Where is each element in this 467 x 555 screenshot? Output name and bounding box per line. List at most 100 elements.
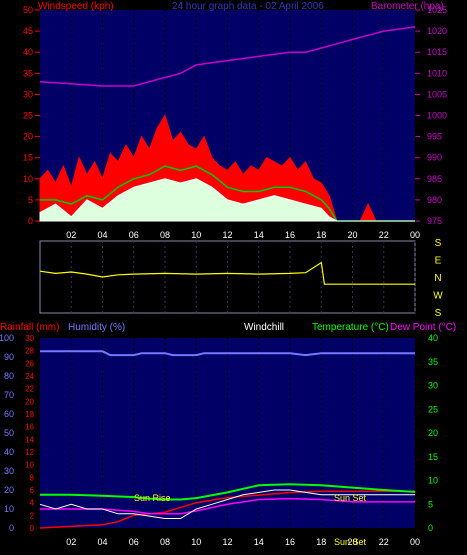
wind-x-tick-label: 08 [160, 230, 170, 240]
humidity-tick-label: 50 [4, 428, 14, 438]
wind-x-tick-label: 10 [191, 230, 201, 240]
barometer-tick-label: 975 [427, 216, 442, 226]
chart-title: 24 hour graph data - 02 April 2006 [172, 1, 324, 12]
windspeed-tick-label: 45 [23, 26, 33, 36]
climate-x-tick-label: 12 [222, 537, 232, 547]
compass-label: W [433, 291, 443, 302]
temperature-tick-label: 0 [428, 523, 433, 533]
windspeed-tick-label: 35 [23, 68, 33, 78]
rainfall-tick-label: 6 [30, 486, 35, 495]
rainfall-tick-label: 26 [25, 359, 34, 368]
compass-label: S [435, 238, 442, 249]
windspeed-tick-label: 50 [23, 5, 33, 15]
climate-x-ticks: 02 04 06 08 10 12 14 16 18 20 22 00 [66, 537, 420, 547]
wind-x-ticks: 02 04 06 08 10 12 14 16 18 20 22 00 [66, 230, 420, 240]
windchill-line [39, 489, 415, 519]
rainfall-tick-label: 12 [25, 448, 34, 457]
humidity-line [40, 350, 415, 357]
humidity-axis-label: Humidity (%) [68, 322, 125, 333]
climate-x-tick-label: 04 [97, 537, 107, 547]
barometer-tick-label: 985 [427, 174, 442, 184]
windspeed-tick-label: 25 [23, 111, 33, 121]
average-wind-line [40, 165, 415, 222]
compass-label: E [435, 256, 442, 267]
rainfall-tick-label: 24 [25, 372, 34, 381]
temperature-tick-label: 20 [428, 428, 438, 438]
humidity-tick-label: 70 [4, 390, 14, 400]
temperature-tick-label: 30 [428, 381, 438, 391]
temperature-label: Temperature (°C) [312, 322, 389, 333]
windspeed-tick-label: 30 [23, 89, 33, 99]
rainfall-tick-label: 20 [25, 397, 34, 406]
climate-x-tick-label: 10 [191, 537, 201, 547]
rainfall-tick-label: 0 [30, 524, 35, 533]
rainfall-tick-label: 16 [25, 423, 34, 432]
compass-label: N [434, 273, 441, 284]
climate-x-tick-label: 18 [316, 537, 326, 547]
windspeed-ticks: 0 5 10 15 20 25 30 35 40 45 50 [23, 5, 40, 226]
humidity-tick-label: 80 [4, 371, 14, 381]
windchill-label: Windchill [244, 322, 284, 333]
barometer-axis-label: Barometer (hpa) [371, 1, 444, 12]
rainfall-tick-label: 14 [25, 435, 34, 444]
barometer-tick-label: 1000 [427, 111, 447, 121]
dewpoint-label: Dew Point (°C) [390, 322, 456, 333]
wind-x-tick-label: 04 [97, 230, 107, 240]
wind-x-tick-label: 02 [66, 230, 76, 240]
windspeed-tick-label: 5 [28, 195, 33, 205]
sunset-annotation: Sun Set [334, 493, 367, 503]
barometer-tick-label: 990 [427, 153, 442, 163]
temperature-tick-label: 10 [428, 476, 438, 486]
temperature-tick-label: 35 [428, 357, 438, 367]
direction-series [39, 261, 415, 285]
barometer-ticks: 975 980 985 990 995 1000 1005 1010 1015 1020 1025 [415, 5, 447, 226]
humidity-tick-label: 100 [0, 333, 14, 343]
humidity-tick-label: 40 [4, 447, 14, 457]
windspeed-tick-label: 20 [23, 132, 33, 142]
rainfall-tick-label: 18 [25, 410, 34, 419]
climate-gridlines [70, 338, 416, 528]
windspeed-tick-label: 40 [23, 47, 33, 57]
wind-direction-line [39, 261, 415, 285]
wind-x-tick-label: 20 [347, 230, 357, 240]
wind-x-tick-label: 06 [129, 230, 139, 240]
climate-x-tick-label: 16 [285, 537, 295, 547]
climate-axis-ticks: 0102030405060708090100024681012141618202… [0, 333, 438, 533]
windspeed-area [39, 178, 415, 222]
climate-x-tick-label: 14 [254, 537, 264, 547]
rainfall-tick-label: 28 [25, 347, 34, 356]
windspeed-tick-label: 15 [23, 153, 33, 163]
rainfall-axis-label: Rainfall (mm) [0, 322, 59, 333]
climate-x-tick-label: 00 [410, 537, 420, 547]
climate-x-tick-label: 06 [129, 537, 139, 547]
rainfall-line [39, 490, 415, 529]
climate-series [39, 350, 416, 529]
compass-label: S [435, 308, 442, 319]
windspeed-tick-label: 0 [28, 216, 33, 226]
temperature-tick-label: 5 [428, 499, 433, 509]
wind-x-tick-label: 18 [316, 230, 326, 240]
wind-x-tick-label: 16 [285, 230, 295, 240]
humidity-tick-label: 20 [4, 485, 14, 495]
rainfall-tick-label: 4 [30, 499, 35, 508]
barometer-tick-label: 1015 [427, 47, 447, 57]
humidity-tick-label: 10 [4, 504, 14, 514]
barometer-tick-label: 980 [427, 195, 442, 205]
rainfall-tick-label: 30 [25, 334, 34, 343]
rainfall-tick-label: 22 [25, 385, 34, 394]
climate-x-tick-label: 02 [66, 537, 76, 547]
climate-x-tick-label: 08 [160, 537, 170, 547]
barometer-line [39, 26, 416, 87]
temperature-tick-label: 15 [428, 452, 438, 462]
dewpoint-line [40, 497, 415, 515]
rainfall-tick-label: 8 [30, 473, 35, 482]
climate-x-tick-label: 22 [379, 537, 389, 547]
barometer-tick-label: 1025 [427, 5, 447, 15]
humidity-tick-label: 90 [4, 352, 14, 362]
barometer-tick-label: 1010 [427, 68, 447, 78]
rainfall-tick-label: 2 [30, 511, 35, 520]
wind-x-tick-label: 12 [222, 230, 232, 240]
wind-x-tick-label: 00 [410, 230, 420, 240]
